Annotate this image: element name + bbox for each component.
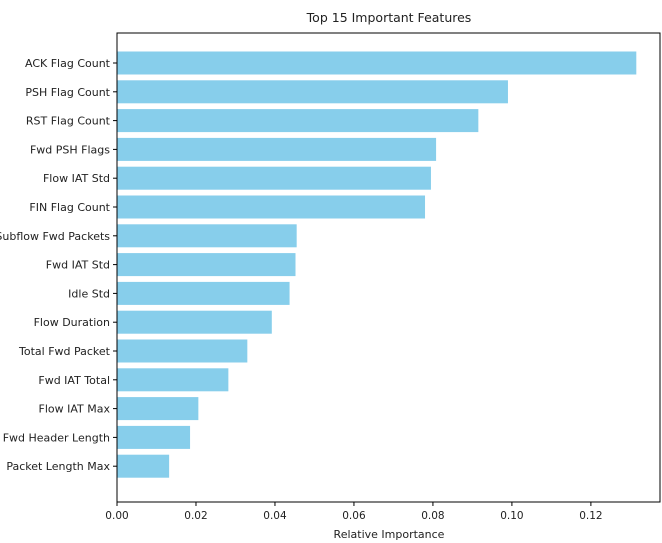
y-tick-label: Fwd IAT Total [38, 374, 110, 387]
bar [117, 51, 637, 75]
bar [117, 368, 229, 392]
x-axis-ticks: 0.00 0.02 0.04 0.06 0.08 0.10 0.12 [105, 502, 603, 522]
y-tick-label: ACK Flag Count [25, 57, 111, 70]
plot-frame [116, 32, 661, 503]
bar [117, 224, 297, 248]
y-tick-label: Flow Duration [34, 316, 110, 329]
bar [117, 166, 431, 190]
bar [117, 310, 272, 334]
y-tick-label: Fwd IAT Std [46, 259, 110, 272]
bar [117, 397, 199, 421]
y-tick-label: FIN Flag Count [29, 201, 110, 214]
bar [117, 454, 170, 478]
bar [117, 109, 479, 133]
x-tick-label: 0.06 [342, 510, 366, 522]
bar [117, 281, 290, 305]
y-tick-label: Packet Length Max [6, 460, 110, 473]
bar [117, 339, 248, 363]
bar [117, 253, 296, 277]
x-tick-label: 0.08 [421, 510, 444, 522]
y-tick-label: Idle Std [68, 287, 110, 300]
y-tick-label: Fwd PSH Flags [30, 143, 110, 156]
bars-layer [117, 51, 637, 478]
y-tick-label: Subflow Fwd Packets [0, 230, 110, 243]
y-tick-label: Fwd Header Length [3, 431, 110, 444]
y-tick-label: PSH Flag Count [25, 86, 110, 99]
x-tick-label: 0.00 [105, 510, 128, 522]
bar [117, 195, 426, 219]
bar [117, 80, 508, 104]
x-axis-label: Relative Importance [334, 528, 445, 541]
x-tick-label: 0.04 [263, 510, 287, 522]
x-tick-label: 0.10 [500, 510, 523, 522]
y-tick-label: RST Flag Count [26, 115, 111, 128]
bar [117, 425, 191, 449]
x-tick-label: 0.02 [184, 510, 207, 522]
chart-title: Top 15 Important Features [306, 10, 472, 25]
y-axis-labels: ACK Flag Count PSH Flag Count RST Flag Cou… [0, 57, 117, 473]
bar [117, 137, 437, 161]
x-tick-label: 0.12 [579, 510, 602, 522]
y-tick-label: Total Fwd Packet [18, 345, 111, 358]
y-tick-label: Flow IAT Max [39, 403, 111, 416]
y-tick-label: Flow IAT Std [43, 172, 110, 185]
